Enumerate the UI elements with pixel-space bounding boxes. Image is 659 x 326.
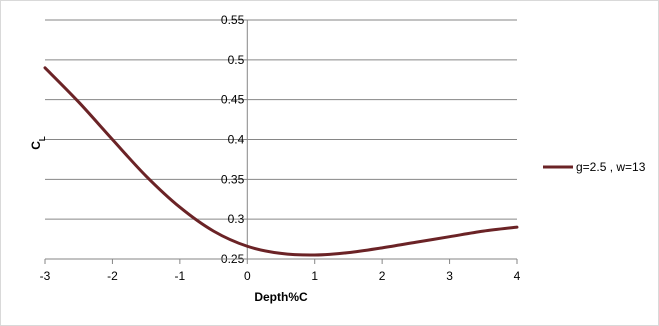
y-tick-label: 0.5 xyxy=(228,53,245,67)
y-tick-label: 0.35 xyxy=(221,172,245,186)
y-tick-label: 0.3 xyxy=(228,212,245,226)
series-line xyxy=(43,66,519,257)
x-tick-label: -1 xyxy=(175,269,186,283)
y-axis: 0.250.30.350.40.450.50.55 xyxy=(221,13,248,266)
x-tick-label: 2 xyxy=(379,269,386,283)
x-tick-label: 3 xyxy=(446,269,453,283)
y-tick-label: 0.45 xyxy=(221,93,245,107)
series-group xyxy=(43,66,519,257)
x-axis: -3 -2 -1 0 1 2 3 4 xyxy=(40,258,521,283)
y-tick-label: 0.55 xyxy=(221,13,245,27)
x-axis-title: Depth%C xyxy=(254,290,308,304)
grid-lines xyxy=(45,19,517,220)
x-tick-label: 1 xyxy=(311,269,318,283)
y-axis-title: CL xyxy=(29,136,47,150)
y-tick-label: 0.4 xyxy=(228,133,245,147)
x-tick-label: 0 xyxy=(244,269,251,283)
x-tick-label: 4 xyxy=(514,269,521,283)
legend: g=2.5 , w=13 xyxy=(543,160,646,174)
y-axis-title-main: C xyxy=(29,141,43,150)
legend-label: g=2.5 , w=13 xyxy=(576,160,646,174)
y-axis-title-subscript: L xyxy=(38,136,47,141)
x-tick-label: -2 xyxy=(107,269,118,283)
x-tick-label: -3 xyxy=(40,269,51,283)
